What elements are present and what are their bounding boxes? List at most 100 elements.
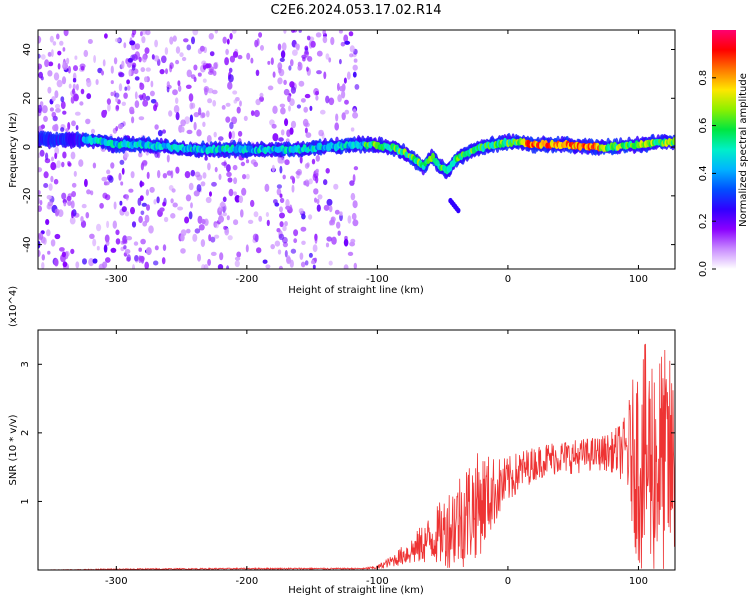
noise-blob	[128, 188, 134, 193]
noise-blob	[92, 238, 97, 247]
noise-blob	[62, 47, 66, 52]
noise-blob	[125, 194, 129, 201]
noise-blob	[336, 221, 341, 229]
noise-blob	[344, 109, 350, 115]
noise-blob	[287, 95, 291, 103]
noise-blob	[93, 55, 96, 63]
noise-blob	[228, 188, 234, 197]
noise-blob	[284, 118, 288, 126]
noise-blob	[214, 222, 219, 229]
noise-blob	[62, 261, 68, 268]
noise-blob	[106, 169, 111, 175]
noise-blob	[38, 71, 43, 79]
noise-blob	[89, 233, 95, 239]
noise-blob	[271, 164, 275, 172]
noise-blob	[121, 60, 125, 69]
noise-blob	[305, 180, 310, 187]
noise-blob	[180, 119, 186, 127]
noise-blob	[237, 54, 243, 60]
noise-blob	[53, 72, 60, 81]
noise-blob	[207, 70, 214, 75]
snr-x-ticks: -300 -200 -100 0 100	[105, 330, 648, 587]
noise-blob	[350, 192, 356, 201]
noise-blob	[144, 261, 149, 269]
noise-blob	[189, 114, 193, 123]
noise-blob	[232, 164, 238, 171]
y-tick-label: 3	[20, 361, 31, 367]
noise-blob	[45, 152, 49, 161]
spectrogram-heatmap	[38, 30, 675, 269]
noise-blob	[222, 212, 227, 217]
noise-blob	[121, 167, 125, 175]
noise-blob	[218, 215, 224, 223]
noise-blob	[315, 155, 320, 162]
noise-blob	[140, 31, 143, 37]
noise-blob	[70, 151, 76, 160]
noise-blob	[312, 244, 318, 253]
noise-blob	[166, 86, 170, 93]
noise-blob	[232, 90, 238, 95]
noise-blob	[138, 215, 143, 224]
noise-blob	[171, 188, 176, 193]
noise-blob	[234, 260, 240, 268]
noise-blob	[197, 215, 203, 224]
noise-blob	[277, 77, 283, 85]
noise-blob	[190, 74, 196, 79]
noise-blob	[67, 160, 71, 167]
x-tick-label: -200	[236, 274, 259, 285]
noise-blob	[81, 203, 87, 209]
noise-blob	[183, 38, 189, 43]
noise-blob	[247, 219, 254, 224]
noise-blob	[279, 193, 283, 198]
snr-x-axis-label: Height of straight line (km)	[288, 585, 424, 596]
colorbar-label: Normalized spectral amplitude	[738, 73, 749, 227]
noise-blob	[240, 161, 246, 167]
spectrogram-y-axis-label: Frequency (Hz)	[8, 112, 19, 188]
noise-blob	[47, 70, 53, 77]
noise-blob	[303, 180, 307, 186]
x-tick-label: 0	[505, 274, 511, 285]
noise-blob	[192, 233, 198, 242]
noise-blob	[120, 181, 124, 186]
noise-blob	[213, 131, 217, 138]
noise-blob	[304, 122, 310, 128]
noise-blob	[156, 196, 160, 204]
noise-blob	[240, 209, 244, 218]
noise-blob	[101, 176, 108, 182]
noise-blob	[231, 130, 236, 139]
noise-blob	[130, 171, 135, 179]
noise-blob	[56, 33, 60, 40]
noise-blob	[250, 57, 254, 64]
noise-blob	[233, 99, 238, 104]
noise-blob	[132, 264, 135, 269]
noise-blob	[118, 172, 122, 181]
noise-blob	[352, 64, 358, 71]
noise-blob	[50, 175, 54, 183]
noise-blob	[53, 178, 59, 185]
colorbar-gradient	[712, 30, 736, 269]
noise-blob	[162, 201, 167, 207]
noise-blob	[72, 88, 75, 95]
noise-blob	[104, 181, 110, 186]
noise-blob	[150, 80, 154, 88]
spectrogram-x-ticks: -300 -200 -100 0 100	[105, 30, 648, 285]
noise-blob	[48, 183, 53, 191]
noise-blob	[279, 57, 285, 63]
noise-blob	[128, 69, 132, 77]
noise-blob	[200, 181, 206, 187]
noise-blob	[63, 201, 67, 207]
noise-blob	[134, 100, 140, 108]
noise-blob	[316, 198, 320, 205]
x-tick-label: -200	[236, 576, 259, 587]
noise-blob	[232, 51, 239, 58]
noise-blob	[180, 229, 187, 237]
noise-blob	[258, 32, 263, 38]
noise-blob	[166, 154, 170, 163]
noise-blob	[197, 253, 201, 262]
noise-blob	[306, 66, 309, 72]
noise-blob	[41, 105, 48, 114]
noise-blob	[293, 229, 299, 237]
noise-blob	[145, 95, 151, 101]
noise-blob	[115, 97, 119, 103]
noise-blob	[75, 125, 79, 131]
